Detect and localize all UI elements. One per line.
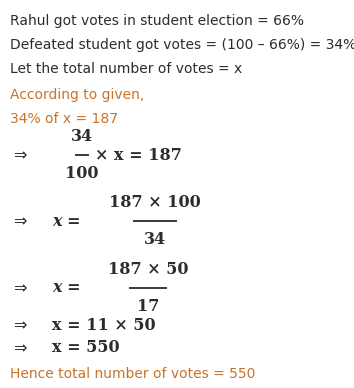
Text: x =: x =	[52, 279, 80, 296]
Text: $\Rightarrow$: $\Rightarrow$	[10, 281, 28, 296]
Text: 187 × 100: 187 × 100	[109, 194, 201, 211]
Text: $\Rightarrow$: $\Rightarrow$	[10, 213, 28, 229]
Text: Hence total number of votes = 550: Hence total number of votes = 550	[10, 367, 255, 381]
Text: Defeated student got votes = (100 – 66%) = 34%: Defeated student got votes = (100 – 66%)…	[10, 38, 354, 52]
Text: 34: 34	[71, 128, 93, 145]
Text: x = 550: x = 550	[52, 340, 120, 357]
Text: 34% of x = 187: 34% of x = 187	[10, 112, 118, 126]
Text: According to given,: According to given,	[10, 88, 144, 102]
Text: 34: 34	[144, 231, 166, 248]
Text: Rahul got votes in student election = 66%: Rahul got votes in student election = 66…	[10, 14, 304, 28]
Text: x =: x =	[52, 213, 80, 229]
Text: × x = 187: × x = 187	[95, 147, 182, 163]
Text: $\Rightarrow$: $\Rightarrow$	[10, 341, 28, 355]
Text: $\Rightarrow$: $\Rightarrow$	[10, 147, 28, 163]
Text: x = 11 × 50: x = 11 × 50	[52, 317, 156, 334]
Text: 187 × 50: 187 × 50	[108, 261, 188, 278]
Text: $\Rightarrow$: $\Rightarrow$	[10, 317, 28, 333]
Text: Let the total number of votes = x: Let the total number of votes = x	[10, 62, 242, 76]
Text: 17: 17	[137, 298, 159, 315]
Text: 100: 100	[65, 165, 99, 182]
